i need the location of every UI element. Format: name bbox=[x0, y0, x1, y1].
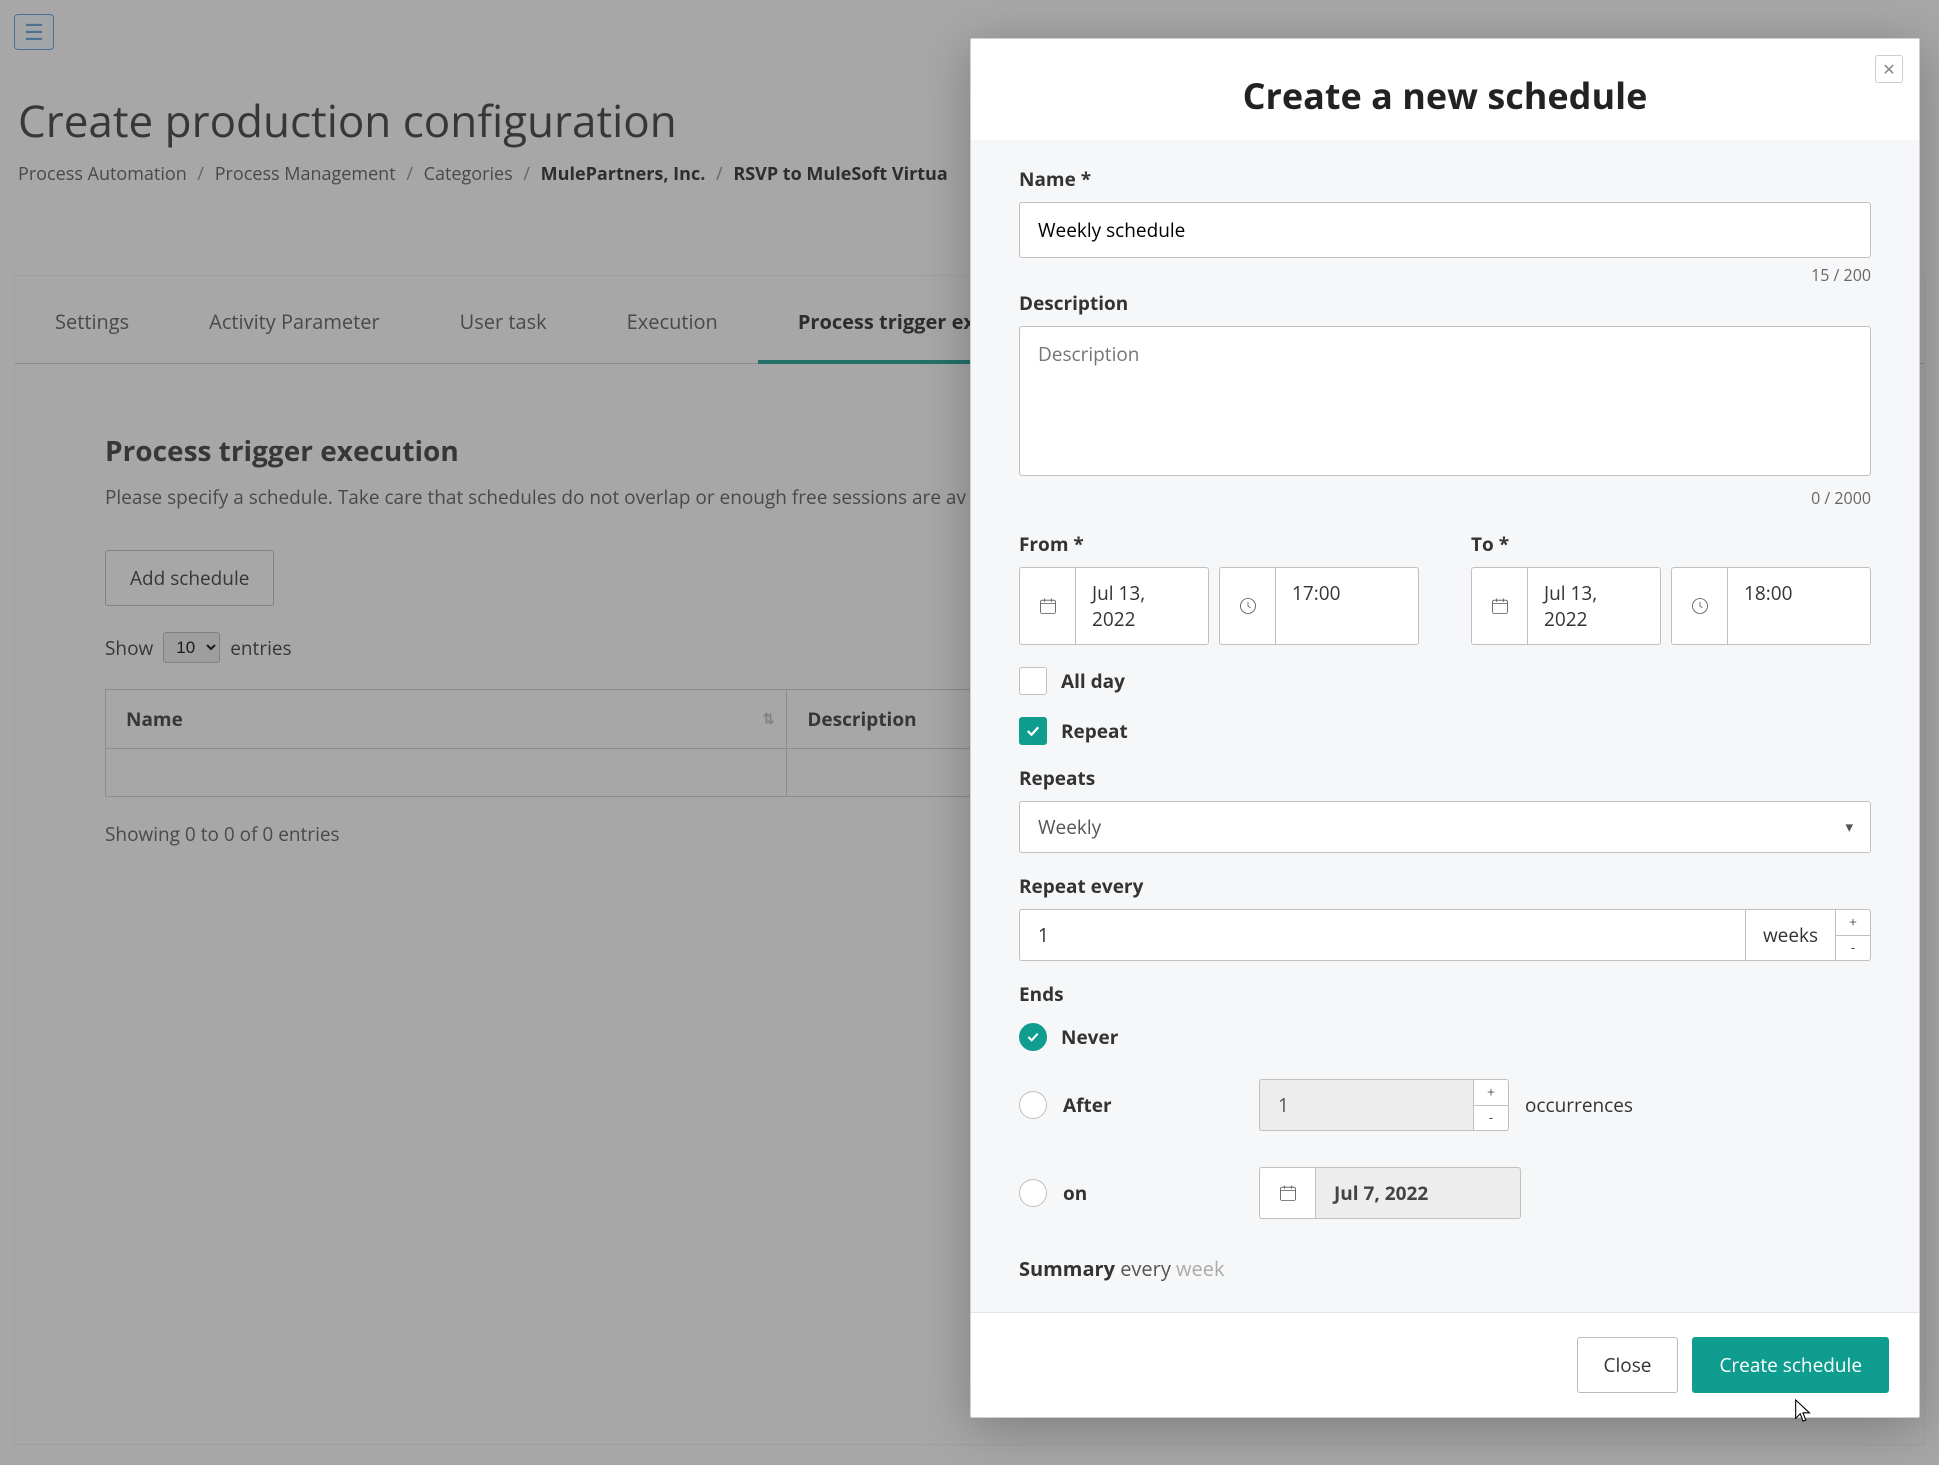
stepper-up-button[interactable]: + bbox=[1473, 1079, 1509, 1106]
name-input[interactable] bbox=[1019, 202, 1871, 258]
modal-body: Name * 15 / 200 Description 0 / 2000 Fro… bbox=[971, 140, 1919, 1312]
repeat-every-input[interactable]: 1 bbox=[1019, 909, 1745, 961]
ends-never-label: Never bbox=[1061, 1024, 1241, 1050]
stepper-down-button[interactable]: - bbox=[1473, 1106, 1509, 1132]
close-button[interactable]: Close bbox=[1577, 1337, 1679, 1393]
calendar-icon[interactable] bbox=[1471, 567, 1527, 645]
stepper-up-button[interactable]: + bbox=[1835, 909, 1871, 936]
name-counter: 15 / 200 bbox=[1019, 264, 1871, 286]
modal-footer: Close Create schedule bbox=[971, 1312, 1919, 1417]
repeat-every-unit: weeks bbox=[1745, 909, 1835, 961]
modal-title: Create a new schedule bbox=[1003, 71, 1887, 120]
from-label: From * bbox=[1019, 531, 1419, 557]
stepper-down-button[interactable]: - bbox=[1835, 936, 1871, 962]
clock-icon[interactable] bbox=[1219, 567, 1275, 645]
ends-on-radio[interactable] bbox=[1019, 1179, 1047, 1207]
ends-on-date-input[interactable]: Jul 7, 2022 bbox=[1315, 1167, 1521, 1219]
ends-after-radio[interactable] bbox=[1019, 1091, 1047, 1119]
description-label: Description bbox=[1019, 290, 1871, 316]
all-day-label: All day bbox=[1061, 668, 1125, 694]
repeats-label: Repeats bbox=[1019, 765, 1871, 791]
modal-close-button[interactable]: ✕ bbox=[1875, 55, 1903, 83]
from-time-input[interactable]: 17:00 bbox=[1275, 567, 1419, 645]
from-date-input[interactable]: Jul 13, 2022 bbox=[1075, 567, 1209, 645]
repeat-every-label: Repeat every bbox=[1019, 873, 1871, 899]
calendar-icon[interactable] bbox=[1019, 567, 1075, 645]
description-counter: 0 / 2000 bbox=[1019, 487, 1871, 509]
to-label: To * bbox=[1471, 531, 1871, 557]
to-date-input[interactable]: Jul 13, 2022 bbox=[1527, 567, 1661, 645]
name-label: Name * bbox=[1019, 166, 1871, 192]
after-occurrences-input[interactable]: 1 bbox=[1259, 1079, 1473, 1131]
repeat-label: Repeat bbox=[1061, 718, 1128, 744]
to-time-input[interactable]: 18:00 bbox=[1727, 567, 1871, 645]
repeats-select[interactable]: Weekly bbox=[1019, 801, 1871, 853]
modal-header: Create a new schedule ✕ bbox=[971, 39, 1919, 140]
occurrences-label: occurrences bbox=[1525, 1092, 1633, 1118]
clock-icon[interactable] bbox=[1671, 567, 1727, 645]
create-schedule-button[interactable]: Create schedule bbox=[1692, 1337, 1889, 1393]
chevron-down-icon: ▾ bbox=[1845, 817, 1853, 837]
ends-after-label: After bbox=[1063, 1092, 1243, 1118]
all-day-checkbox[interactable] bbox=[1019, 667, 1047, 695]
calendar-icon[interactable] bbox=[1259, 1167, 1315, 1219]
create-schedule-modal: Create a new schedule ✕ Name * 15 / 200 … bbox=[970, 38, 1920, 1418]
ends-label: Ends bbox=[1019, 981, 1871, 1007]
summary-text: Summary every week bbox=[1019, 1255, 1871, 1282]
description-input[interactable] bbox=[1019, 326, 1871, 476]
ends-on-label: on bbox=[1063, 1180, 1243, 1206]
ends-never-radio[interactable] bbox=[1019, 1023, 1047, 1051]
repeat-checkbox[interactable] bbox=[1019, 717, 1047, 745]
